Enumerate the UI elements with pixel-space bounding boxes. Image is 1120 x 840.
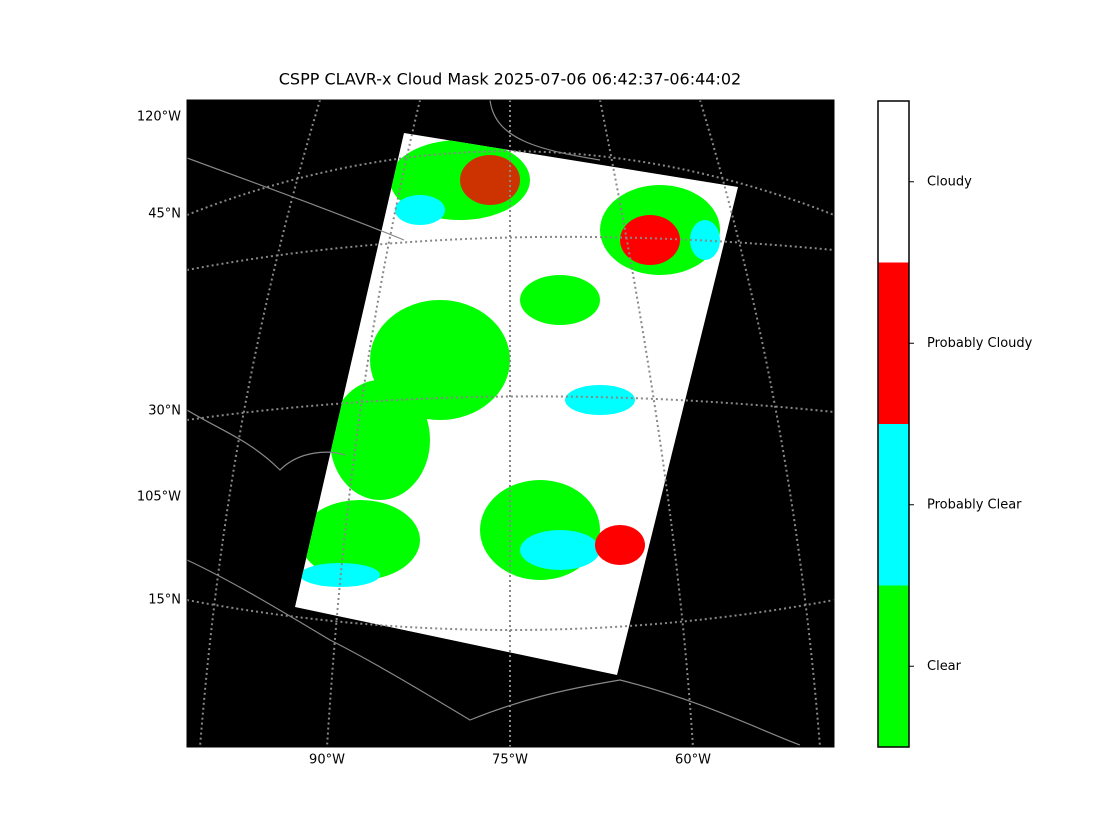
colorbar-segment xyxy=(878,262,909,424)
map-label: 45°N xyxy=(148,207,181,222)
colorbar-label: Probably Clear xyxy=(927,497,1022,512)
colorbar-label: Cloudy xyxy=(927,174,972,189)
colorbar-segment xyxy=(878,101,909,263)
colorbar-segment xyxy=(878,424,909,586)
colorbar-label: Clear xyxy=(927,659,962,674)
coastlines xyxy=(187,100,801,746)
map xyxy=(187,100,834,747)
map-label: 30°N xyxy=(148,404,181,419)
colorbar-label: Probably Cloudy xyxy=(927,336,1033,351)
map-label: 75°W xyxy=(492,753,528,768)
map-label: 60°W xyxy=(675,753,711,768)
map-label: 15°N xyxy=(148,593,181,608)
map-label: 120°W xyxy=(137,110,181,125)
map-label: 90°W xyxy=(309,753,345,768)
map-label: 105°W xyxy=(137,490,181,505)
colorbar-frame xyxy=(877,100,910,748)
colorbar: Cloudy Probably Cloudy Probably Clear Clear xyxy=(877,100,1033,748)
graticule xyxy=(187,100,834,747)
map-frame xyxy=(186,99,835,748)
title: CSPP CLAVR-x Cloud Mask 2025-07-06 06:42… xyxy=(279,70,741,89)
colorbar-segment xyxy=(878,585,909,747)
